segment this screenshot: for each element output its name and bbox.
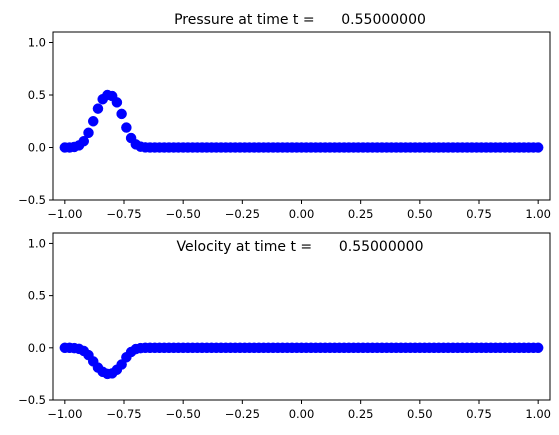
pressure-y-ticks: −0.5 0.0 0.5 1.0 [18, 36, 53, 207]
velocity-point [532, 342, 544, 354]
velocity-y-tick-label: 1.0 [28, 236, 46, 250]
pressure-point [78, 135, 90, 147]
pressure-point [121, 122, 132, 133]
velocity-y-tick-label: 0.0 [28, 341, 46, 355]
pressure-point [92, 103, 104, 114]
pressure-axes-frame [52, 31, 551, 201]
pressure-x-tick-label: −0.75 [106, 207, 141, 221]
pressure-x-ticks: −1.00 −0.75 −0.50 −0.25 0.00 0.25 0.50 0.75 1.00 [47, 200, 551, 221]
pressure-point [87, 116, 99, 127]
velocity-y-tick-label: −0.5 [18, 393, 46, 407]
velocity-point [116, 359, 127, 370]
velocity-x-tick-label: −0.50 [166, 407, 201, 421]
pressure-x-tick-label: −0.50 [166, 207, 201, 221]
pressure-x-tick-label: 1.00 [525, 207, 551, 221]
pressure-point [116, 108, 127, 120]
velocity-x-tick-label: −1.00 [47, 407, 82, 421]
pressure-point [111, 97, 123, 108]
velocity-y-tick-label: 0.5 [28, 289, 46, 303]
velocity-markers [59, 342, 544, 380]
velocity-x-tick-label: 0.00 [289, 407, 315, 421]
velocity-x-tick-label: 0.50 [407, 407, 433, 421]
pressure-x-tick-label: 0.50 [407, 207, 433, 221]
velocity-x-tick-label: −0.25 [225, 407, 260, 421]
velocity-y-ticks: −0.5 0.0 0.5 1.0 [18, 236, 53, 407]
pressure-subplot: −0.5 0.0 0.5 1.0 −1.00 −0.75 −0.50 −0.25 0.00 0.… [18, 12, 551, 221]
velocity-subplot: −0.5 0.0 0.5 1.0 −1.00 −0.75 −0.50 −0.25 0.00 0.… [18, 232, 551, 421]
pressure-y-tick-label: 0.0 [28, 141, 46, 155]
pressure-y-tick-label: 1.0 [28, 36, 46, 50]
pressure-x-tick-label: 0.25 [348, 207, 374, 221]
velocity-axes-frame [52, 232, 551, 401]
pressure-x-tick-label: 0.75 [466, 207, 492, 221]
velocity-x-ticks: −1.00 −0.75 −0.50 −0.25 0.00 0.25 0.50 0.75 1.00 [47, 400, 551, 421]
pressure-point [532, 142, 544, 153]
pressure-x-tick-label: 0.00 [289, 207, 315, 221]
velocity-x-tick-label: 0.75 [466, 407, 492, 421]
velocity-title: Velocity at time t = 0.55000000 [177, 239, 424, 255]
pressure-y-tick-label: 0.5 [28, 88, 46, 102]
velocity-x-tick-label: −0.75 [106, 407, 141, 421]
pressure-point [83, 127, 94, 139]
pressure-x-tick-label: −1.00 [47, 207, 82, 221]
pressure-title: Pressure at time t = 0.55000000 [174, 12, 426, 28]
pressure-markers [59, 89, 544, 153]
pressure-y-tick-label: −0.5 [18, 193, 46, 207]
pressure-x-tick-label: −0.25 [225, 207, 260, 221]
velocity-x-tick-label: 1.00 [525, 407, 551, 421]
velocity-x-tick-label: 0.25 [348, 407, 374, 421]
